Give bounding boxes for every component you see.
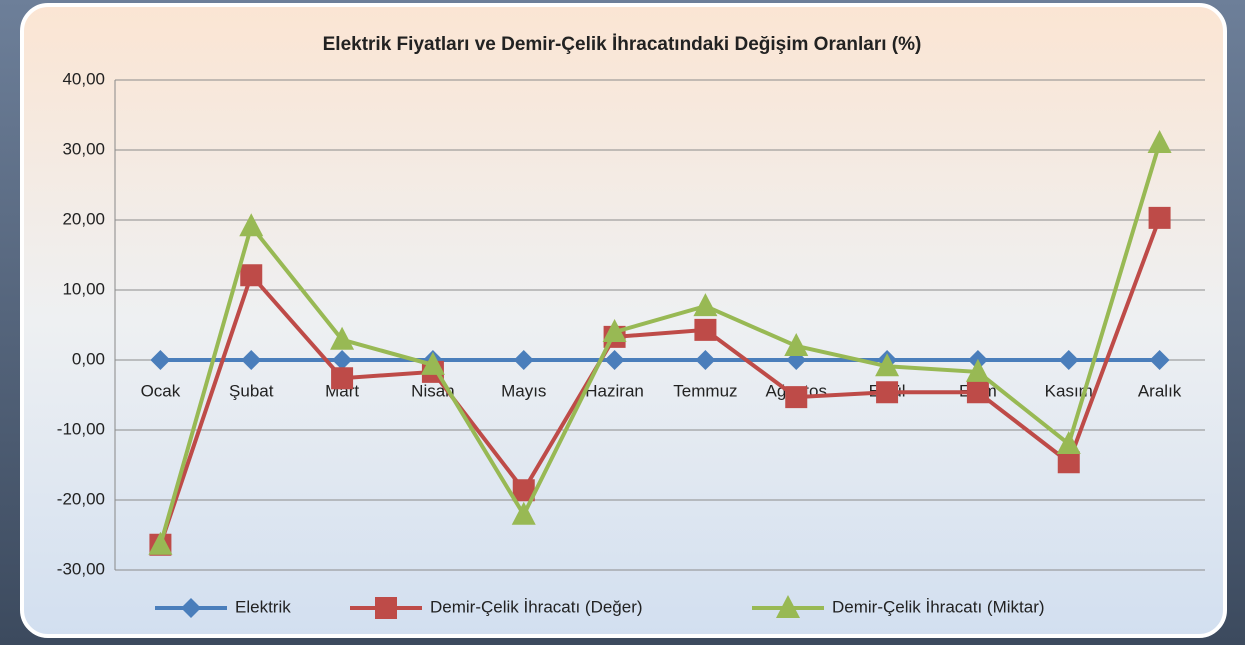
- data-point: [602, 319, 627, 342]
- chart-title: Elektrik Fiyatları ve Demir-Çelik İhraca…: [323, 34, 922, 55]
- data-point: [331, 367, 354, 390]
- x-tick-label: Temmuz: [673, 381, 737, 400]
- x-tick-label: Haziran: [585, 381, 644, 400]
- legend-label: Demir-Çelik İhracatı (Miktar): [832, 597, 1045, 616]
- data-point: [420, 351, 445, 375]
- data-point: [513, 350, 534, 370]
- y-tick-label: -10,00: [57, 419, 105, 438]
- data-point: [332, 350, 353, 370]
- data-point: [875, 353, 900, 377]
- data-point: [1056, 431, 1081, 454]
- data-point: [241, 350, 262, 370]
- y-tick-label: -30,00: [57, 559, 105, 578]
- data-point: [694, 318, 717, 341]
- data-point: [1148, 206, 1171, 229]
- data-point: [784, 333, 809, 356]
- data-point: [1057, 451, 1080, 474]
- chart-panel: [20, 3, 1227, 638]
- data-point: [511, 501, 536, 525]
- y-tick-label: 30,00: [62, 139, 105, 158]
- data-point: [1058, 350, 1079, 370]
- data-point: [512, 479, 535, 502]
- data-point: [148, 531, 173, 555]
- data-point: [1149, 350, 1170, 370]
- x-tick-label: Kasım: [1045, 381, 1093, 400]
- data-point: [693, 293, 718, 317]
- x-tick-label: Ocak: [141, 381, 181, 400]
- x-tick-label: Şubat: [229, 381, 274, 400]
- y-tick-label: 10,00: [62, 279, 105, 298]
- data-point: [1147, 130, 1172, 153]
- y-tick-label: -20,00: [57, 489, 105, 508]
- data-point: [330, 326, 355, 350]
- data-point: [876, 381, 899, 404]
- data-point: [240, 264, 263, 287]
- data-point: [150, 350, 171, 370]
- legend-marker: [375, 597, 397, 619]
- legend-label: Demir-Çelik İhracatı (Değer): [430, 597, 643, 616]
- legend-marker: [776, 595, 800, 618]
- series-line: [158, 142, 1162, 546]
- legend-label: Elektrik: [235, 597, 291, 616]
- data-point: [604, 350, 625, 370]
- series-line: [158, 217, 1162, 546]
- y-tick-label: 40,00: [62, 69, 105, 88]
- data-point: [239, 213, 264, 237]
- y-tick-label: 20,00: [62, 209, 105, 228]
- x-tick-label: Mayıs: [501, 381, 546, 400]
- y-tick-label: 0,00: [72, 349, 105, 368]
- data-point: [965, 358, 990, 382]
- legend-marker: [181, 598, 201, 618]
- data-point: [695, 350, 716, 370]
- data-point: [966, 381, 989, 404]
- x-tick-label: Aralık: [1138, 381, 1182, 400]
- data-point: [785, 386, 808, 409]
